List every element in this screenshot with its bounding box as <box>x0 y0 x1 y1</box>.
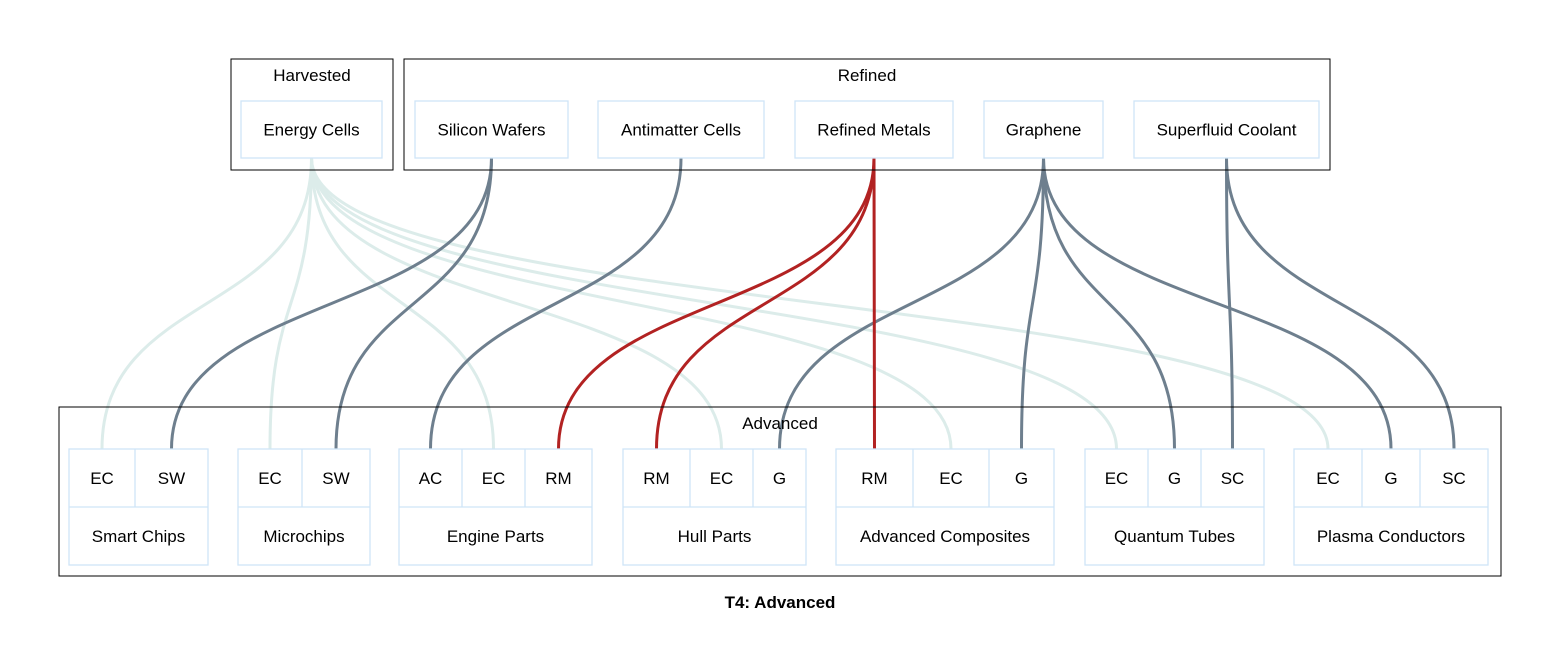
edge-superfluid-coolant-to-quantum-tubes <box>1225 156 1234 451</box>
input-port-rm: RM <box>643 469 669 488</box>
edge-energy-cells-to-engine-parts <box>310 156 495 451</box>
source-node-label: Silicon Wafers <box>437 121 545 140</box>
source-node-label: Superfluid Coolant <box>1157 121 1297 140</box>
edge-energy-cells-to-plasma-conductors <box>310 156 1330 451</box>
cluster-advanced: Advanced <box>58 406 1502 577</box>
input-port-ec: EC <box>1105 469 1129 488</box>
product-node-microchips[interactable]: EC SW Microchips <box>237 448 371 566</box>
product-node-plasma-conductors[interactable]: EC G SC Plasma Conductors <box>1293 448 1489 566</box>
product-node-label: Engine Parts <box>447 527 544 546</box>
input-port-ec: EC <box>939 469 963 488</box>
source-node-label: Antimatter Cells <box>621 121 741 140</box>
edge-energy-cells-to-smart-chips <box>100 156 313 451</box>
source-node-box <box>983 100 1104 159</box>
cluster-harvested-label: Harvested <box>273 66 350 85</box>
input-port-sc: SC <box>1442 469 1466 488</box>
source-node-box <box>240 100 383 159</box>
cluster-advanced-label: Advanced <box>742 414 818 433</box>
input-port-g: G <box>1384 469 1397 488</box>
edge-antimatter-cells-to-engine-parts <box>429 156 683 451</box>
input-port-sw: SW <box>322 469 349 488</box>
product-node-quantum-tubes[interactable]: EC G SC Quantum Tubes <box>1084 448 1265 566</box>
product-node-label: Microchips <box>263 527 344 546</box>
product-node-smart-chips[interactable]: EC SW Smart Chips <box>68 448 209 566</box>
input-port-g: G <box>773 469 786 488</box>
source-node-graphene[interactable]: Graphene <box>983 100 1104 159</box>
cluster-refined-label: Refined <box>838 66 897 85</box>
edge-refined-metals-to-advanced-composites <box>872 156 876 451</box>
input-port-ec: EC <box>482 469 506 488</box>
product-node-label: Hull Parts <box>678 527 752 546</box>
product-node-advanced-composites[interactable]: RM EC G Advanced Composites <box>835 448 1055 566</box>
source-node-label: Energy Cells <box>263 121 359 140</box>
input-port-rm: RM <box>861 469 887 488</box>
product-node-hull-parts[interactable]: RM EC G Hull Parts <box>622 448 807 566</box>
product-node-label: Smart Chips <box>92 527 186 546</box>
input-port-ec: EC <box>258 469 282 488</box>
edge-energy-cells-to-hull-parts <box>310 156 723 451</box>
source-node-box <box>597 100 765 159</box>
cluster-refined: Refined <box>403 58 1331 171</box>
edge-silicon-wafers-to-microchips <box>334 156 493 451</box>
input-port-sw: SW <box>158 469 185 488</box>
product-node-engine-parts[interactable]: AC EC RM Engine Parts <box>398 448 593 566</box>
edge-refined-metals-to-engine-parts <box>557 156 876 451</box>
input-port-g: G <box>1015 469 1028 488</box>
input-port-g: G <box>1168 469 1181 488</box>
edge-graphene-to-advanced-composites <box>1020 156 1045 451</box>
input-port-ac: AC <box>419 469 443 488</box>
source-node-silicon-wafers[interactable]: Silicon Wafers <box>414 100 569 159</box>
edge-silicon-wafers-to-smart-chips <box>170 156 493 451</box>
edge-energy-cells-to-advanced-composites <box>310 156 953 451</box>
source-node-box <box>794 100 954 159</box>
cluster-refined-border <box>403 58 1331 171</box>
edge-refined-metals-to-hull-parts <box>655 156 876 451</box>
edge-graphene-to-quantum-tubes <box>1042 156 1176 451</box>
input-port-ec: EC <box>710 469 734 488</box>
edge-graphene-to-plasma-conductors <box>1042 156 1393 451</box>
source-node-superfluid-coolant[interactable]: Superfluid Coolant <box>1133 100 1320 159</box>
product-nodes: EC SW Smart Chips EC SW Microchips AC EC RM Engin… <box>68 448 1489 566</box>
cluster-harvested: Harvested <box>230 58 394 171</box>
source-node-antimatter-cells[interactable]: Antimatter Cells <box>597 100 765 159</box>
edges-layer <box>100 156 1456 451</box>
product-node-label: Plasma Conductors <box>1317 527 1465 546</box>
input-port-sc: SC <box>1221 469 1245 488</box>
source-node-label: Graphene <box>1006 121 1082 140</box>
cluster-harvested-border <box>230 58 394 171</box>
input-port-rm: RM <box>545 469 571 488</box>
edge-energy-cells-to-microchips <box>268 156 313 451</box>
source-nodes: Energy Cells Silicon Wafers Antimatter Cel… <box>240 100 1320 159</box>
source-node-label: Refined Metals <box>817 121 930 140</box>
product-node-label: Quantum Tubes <box>1114 527 1235 546</box>
cluster-advanced-border <box>58 406 1502 577</box>
source-node-refined-metals[interactable]: Refined Metals <box>794 100 954 159</box>
edge-graphene-to-hull-parts <box>778 156 1045 451</box>
source-node-box <box>1133 100 1320 159</box>
diagram-title: T4: Advanced <box>725 593 836 612</box>
edge-superfluid-coolant-to-plasma-conductors <box>1225 156 1456 451</box>
source-node-box <box>414 100 569 159</box>
input-port-ec: EC <box>90 469 114 488</box>
input-port-ec: EC <box>1316 469 1340 488</box>
product-node-label: Advanced Composites <box>860 527 1030 546</box>
source-node-energy-cells[interactable]: Energy Cells <box>240 100 383 159</box>
